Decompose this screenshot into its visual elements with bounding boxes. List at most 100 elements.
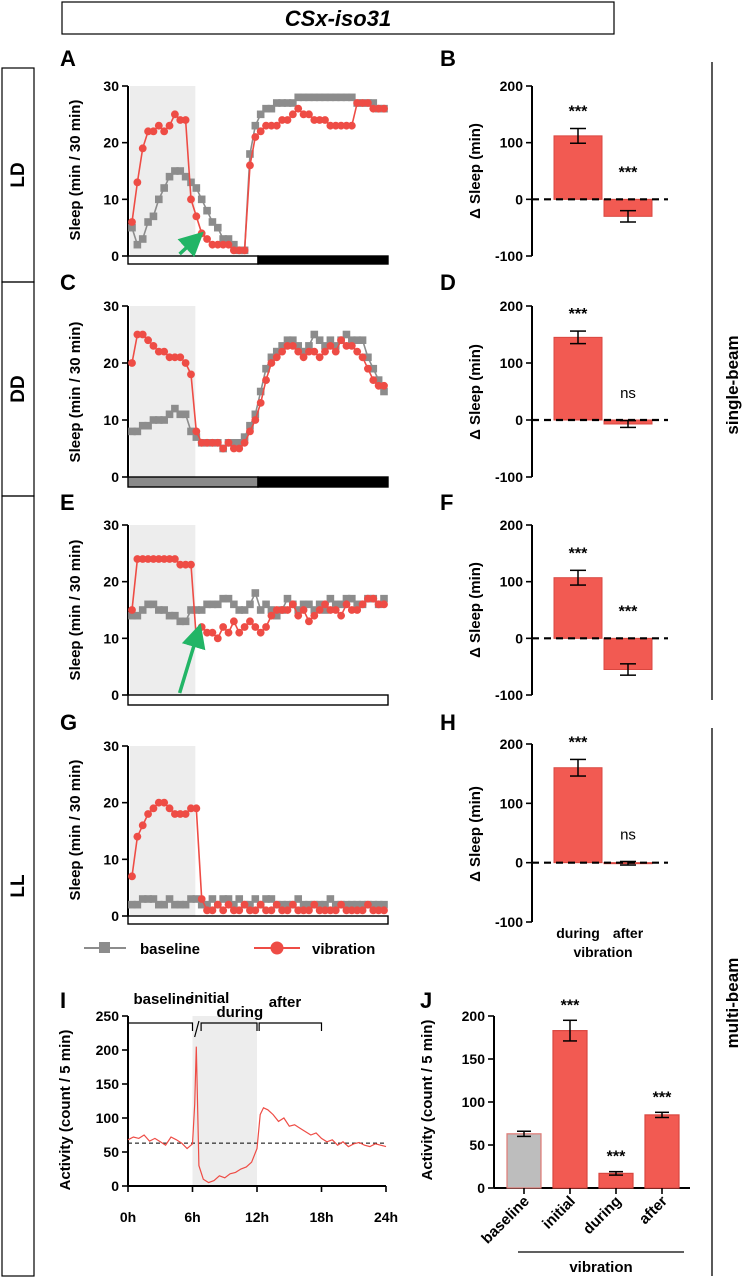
panel-B-y-tick-label: 200 [500,78,524,94]
panel-G-vibration-point [229,906,238,915]
panel-C-vibration-point [267,359,276,367]
panel-D-y-tick-label: 0 [515,412,523,428]
panel-C-y-tick-label: 30 [103,298,119,314]
panel-A-dark-phase-bar [257,255,389,265]
panel-A-vibration-point [235,246,244,255]
panel-G-vibration-point [133,832,142,841]
panel-E-vibration-point [229,617,238,626]
panel-G-vibration-point [310,900,319,909]
panel-G-baseline-point [342,900,351,909]
panel-A-vibration-point [149,127,158,136]
panel-E-vibration-point [326,606,335,614]
panel-C-vibration-point [138,330,147,339]
panel-C-vibration-point [187,370,195,379]
charts: 0 10 20 30 Sleep (min / 30 min) 0 10 20 30 Sleep … [57,78,690,1276]
panel-J-significance-label: *** [653,1089,672,1106]
panel-B-y-tick-label: 0 [515,191,523,207]
panel-G-vibration-point [128,872,136,881]
panel-A-vibration-point [256,127,265,136]
panel-E-vibration-point [272,606,281,614]
panel-C-vibration-point [369,376,378,384]
panel-E-vibration-point [256,628,265,637]
panel-G-baseline-point [149,895,158,903]
panel-C-vibration-point [342,342,351,350]
panel-A-baseline-point [283,99,292,107]
panel-A-vibration-point [267,121,276,130]
panel-E-baseline-point [267,606,276,614]
figure-title: CSx-iso31 [285,6,391,31]
panel-C-vibration-point [154,347,163,356]
panel-G-vibration-point [187,804,195,813]
panel-E-vibration-point [160,555,169,563]
panel-C-dark-phase-bar [257,476,389,488]
panel-C-baseline-point [353,336,361,344]
panel-C-vibration-point [219,444,228,453]
panel-E-vibration-point [294,611,303,620]
panel-E-vibration-point [251,623,260,631]
panel-A-baseline-point [133,240,142,249]
panel-A-baseline-point [181,172,190,181]
panel-G-baseline-point [192,895,201,903]
panel-C-vibration-point [165,353,174,362]
panel-I-x-tick-label: 12h [245,1209,269,1225]
panel-F-significance-label: *** [619,603,638,620]
panel-E-y-tick-label: 30 [103,517,119,533]
panel-E-baseline-point [224,594,233,603]
panel-G-vibration-point [262,906,270,915]
panel-E-vibration-point [138,555,147,563]
panel-A-baseline-point [299,93,308,102]
panel-A-arrow-icon [177,231,204,258]
panel-C-baseline-point [283,336,292,344]
panel-H-significance-label: ns [620,826,636,843]
panel-C-baseline-point [246,421,254,430]
panel-E-baseline-point [197,606,206,614]
panel-J-category-label: during [580,1193,625,1238]
panel-G-baseline-point [251,895,260,903]
panel-E-vibration-point [208,628,217,637]
legend-baseline-label: baseline [140,941,200,958]
panel-A-baseline-point [262,104,270,113]
panel-E-vibration-point [353,606,362,614]
panel-C-vibration-point [160,347,169,356]
panel-J-bar-after [644,1114,680,1189]
panel-A-baseline-point [331,93,340,102]
panel-G-vibration-point [331,906,340,915]
panel-E-vibration-point [144,555,152,563]
panel-C-baseline-point [128,427,136,436]
panel-A-baseline-point [251,121,260,130]
panel-I-x-tick-label: 18h [309,1209,333,1225]
panel-I-y-tick-label: 200 [96,1042,120,1058]
panel-E-vibration-point [310,611,319,620]
panel-E-baseline-point [128,611,136,620]
panel-E-baseline-point [246,600,254,609]
panel-A-baseline-point [144,218,152,226]
panel-G-baseline-point [299,900,308,909]
panel-G-baseline-point [331,900,340,909]
panel-A-baseline-point [160,184,168,192]
panel-G-vibration-point [170,810,179,818]
panel-A-vibration-point [374,104,383,113]
panel-E-vibration-point [181,560,190,569]
panel-E-vibration-point [299,606,308,614]
panel-E-baseline-point [310,606,319,614]
panel-A-baseline-point [219,235,227,243]
panel-A-vibration-point [310,116,319,124]
panel-G-vibration-point [224,900,233,909]
panel-C-baseline-point [272,347,281,356]
panel-H-group-label: vibration [573,944,632,960]
panel-G-vibration-point [272,900,281,909]
ld-label: LD [8,162,29,187]
panel-D-significance-label: *** [569,306,588,323]
panel-E-vibration-point [149,555,158,563]
panel-C-baseline-point [294,342,303,350]
panel-I-y-label: Activity (count / 5 min) [57,1030,74,1191]
panel-J-y-tick-label: 200 [462,1008,486,1024]
panel-A-vibration-point [294,104,303,113]
panel-C-baseline-point [149,416,158,424]
panel-C-vibration-point [224,438,233,447]
panel-G-vibration-point [208,906,217,915]
panel-C-vibration-point [235,444,244,453]
panel-E-vibration-point [315,606,324,614]
panel-G-baseline-point [358,900,367,909]
